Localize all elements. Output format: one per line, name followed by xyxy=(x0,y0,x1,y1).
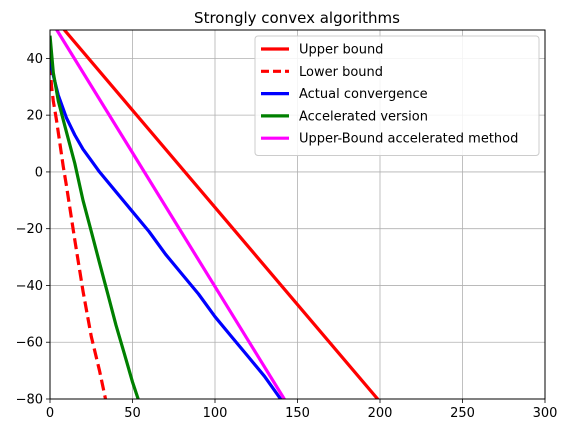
x-tick-label: 300 xyxy=(533,406,558,421)
legend-label: Actual convergence xyxy=(299,87,428,102)
x-tick-label: 0 xyxy=(46,406,54,421)
series-layer xyxy=(50,30,380,399)
x-tick-label: 200 xyxy=(368,406,393,421)
series-line-2 xyxy=(50,63,108,399)
legend-label: Lower bound xyxy=(299,65,383,80)
x-tick-label: 100 xyxy=(203,406,228,421)
y-tick-label: −20 xyxy=(16,222,43,237)
x-tick-label: 50 xyxy=(124,406,141,421)
y-axis: −80 −60 −40 −20 0 20 40 xyxy=(16,52,50,408)
y-tick-label: −40 xyxy=(16,279,43,294)
x-tick-label: 250 xyxy=(450,406,475,421)
series-line-1 xyxy=(62,30,380,399)
y-tick-label: −80 xyxy=(16,393,43,408)
x-tick-label: 150 xyxy=(285,406,310,421)
series-line-3 xyxy=(50,58,283,399)
chart-title: Strongly convex algorithms xyxy=(194,9,400,27)
legend-label: Upper-Bound accelerated method xyxy=(299,132,518,147)
legend: Upper bound Lower bound Actual convergence… xyxy=(254,35,540,156)
legend-box xyxy=(254,35,540,156)
series-line-5 xyxy=(54,30,287,399)
y-tick-label: 0 xyxy=(35,165,43,180)
legend-label: Accelerated version xyxy=(299,109,428,124)
series-line-4 xyxy=(50,35,140,399)
y-tick-label: 20 xyxy=(26,109,43,124)
y-tick-label: −60 xyxy=(16,336,43,351)
x-axis: 0 50 100 150 200 250 300 xyxy=(46,399,558,421)
y-tick-label: 40 xyxy=(26,52,43,67)
legend-label: Upper bound xyxy=(299,43,383,58)
